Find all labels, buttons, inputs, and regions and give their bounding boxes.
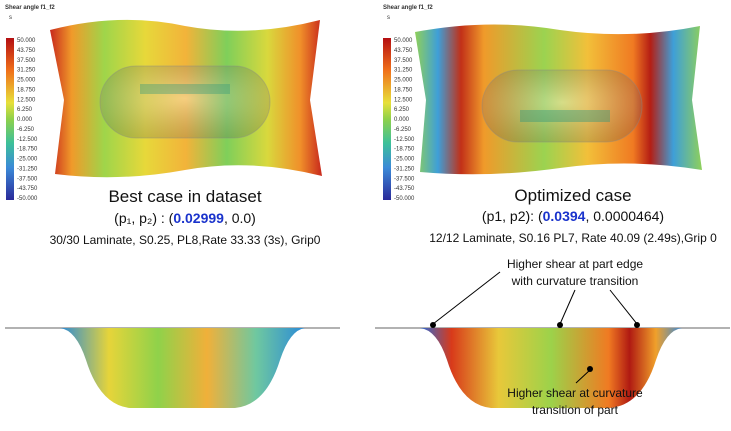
- color-bar-label: 43.750: [17, 48, 36, 54]
- color-bar-label: 12.500: [17, 97, 36, 103]
- legend-title: Shear angle f1_f2: [5, 5, 55, 11]
- color-bar-label: -12.500: [17, 137, 38, 143]
- params-suffix: , 0.0000464): [585, 208, 664, 224]
- color-bar-label: -31.250: [17, 166, 38, 172]
- dome: [482, 70, 642, 142]
- color-bar-label: -43.750: [17, 186, 38, 192]
- color-bar-label: -6.250: [394, 127, 412, 133]
- color-bar-label: 50.000: [394, 38, 413, 44]
- color-bar-label: -12.500: [394, 137, 415, 143]
- shade: [140, 84, 230, 94]
- color-bar-label: -37.500: [17, 176, 38, 182]
- legend-title: Shear angle f1_f2: [383, 5, 433, 11]
- color-bar-label: -37.500: [394, 176, 415, 182]
- params-prefix: (p₁, p₂) : (: [114, 210, 174, 226]
- color-bar-label: -43.750: [394, 186, 415, 192]
- color-bar-label: -18.750: [394, 147, 415, 153]
- annotation: transition of part: [532, 403, 619, 417]
- params: (p₁, p₂) : (0.02999, 0.0): [114, 210, 256, 226]
- color-bar-label: -50.000: [17, 196, 38, 202]
- color-bar-label: 12.500: [394, 97, 413, 103]
- color-bar-label: 31.250: [17, 68, 36, 74]
- color-bar-label: 0.000: [394, 117, 410, 123]
- caption: Best case in dataset: [108, 187, 261, 206]
- color-bar-label: 37.500: [17, 58, 36, 64]
- color-bar-label: -25.000: [394, 157, 415, 163]
- color-bar-label: 0.000: [17, 117, 33, 123]
- params-highlight: 0.0394: [543, 208, 586, 224]
- color-bar-label: 37.500: [394, 58, 413, 64]
- params: (p1, p2): (0.0394, 0.0000464): [482, 208, 664, 224]
- color-bar-label: 18.750: [394, 87, 413, 93]
- annotation: Higher shear at curvature: [507, 386, 643, 400]
- dome: [100, 66, 270, 138]
- color-bar-labels: 50.000 43.750 37.500 31.250 25.000 18.750 12.5…: [17, 38, 38, 202]
- color-bar-label: -31.250: [394, 166, 415, 172]
- color-bar-label: -6.250: [17, 127, 35, 133]
- color-bar-label: 31.250: [394, 68, 413, 74]
- color-bar-labels: 50.000 43.750 37.500 31.250 25.000 18.750 12.5…: [394, 38, 415, 202]
- shade: [520, 110, 610, 122]
- annotation: Higher shear at part edge: [507, 257, 643, 271]
- color-bar-label: 25.000: [394, 78, 413, 84]
- color-bar-label: -25.000: [17, 157, 38, 163]
- figure: Shear angle f1_f2 s 50.000 43.750 37.500 31…: [0, 0, 731, 426]
- annotation: with curvature transition: [511, 274, 639, 288]
- color-bar-label: 50.000: [17, 38, 36, 44]
- color-bar-label: -50.000: [394, 196, 415, 202]
- settings: 12/12 Laminate, S0.16 PL7, Rate 40.09 (2…: [429, 231, 717, 245]
- color-bar-label: -18.750: [17, 147, 38, 153]
- color-bar: [6, 38, 14, 200]
- params-prefix: (p1, p2): (: [482, 208, 543, 224]
- color-bar-label: 6.250: [394, 107, 410, 113]
- params-highlight: 0.02999: [173, 210, 224, 226]
- side-view: [60, 328, 305, 408]
- color-bar: [383, 38, 391, 200]
- color-bar-label: 6.250: [17, 107, 33, 113]
- color-bar-label: 25.000: [17, 78, 36, 84]
- legend-unit: s: [9, 15, 12, 21]
- settings: 30/30 Laminate, S0.25, PL8,Rate 33.33 (3…: [50, 233, 321, 247]
- color-bar-label: 18.750: [17, 87, 36, 93]
- color-bar-label: 43.750: [394, 48, 413, 54]
- caption: Optimized case: [514, 186, 631, 205]
- params-suffix: , 0.0): [224, 210, 256, 226]
- legend-unit: s: [387, 15, 390, 21]
